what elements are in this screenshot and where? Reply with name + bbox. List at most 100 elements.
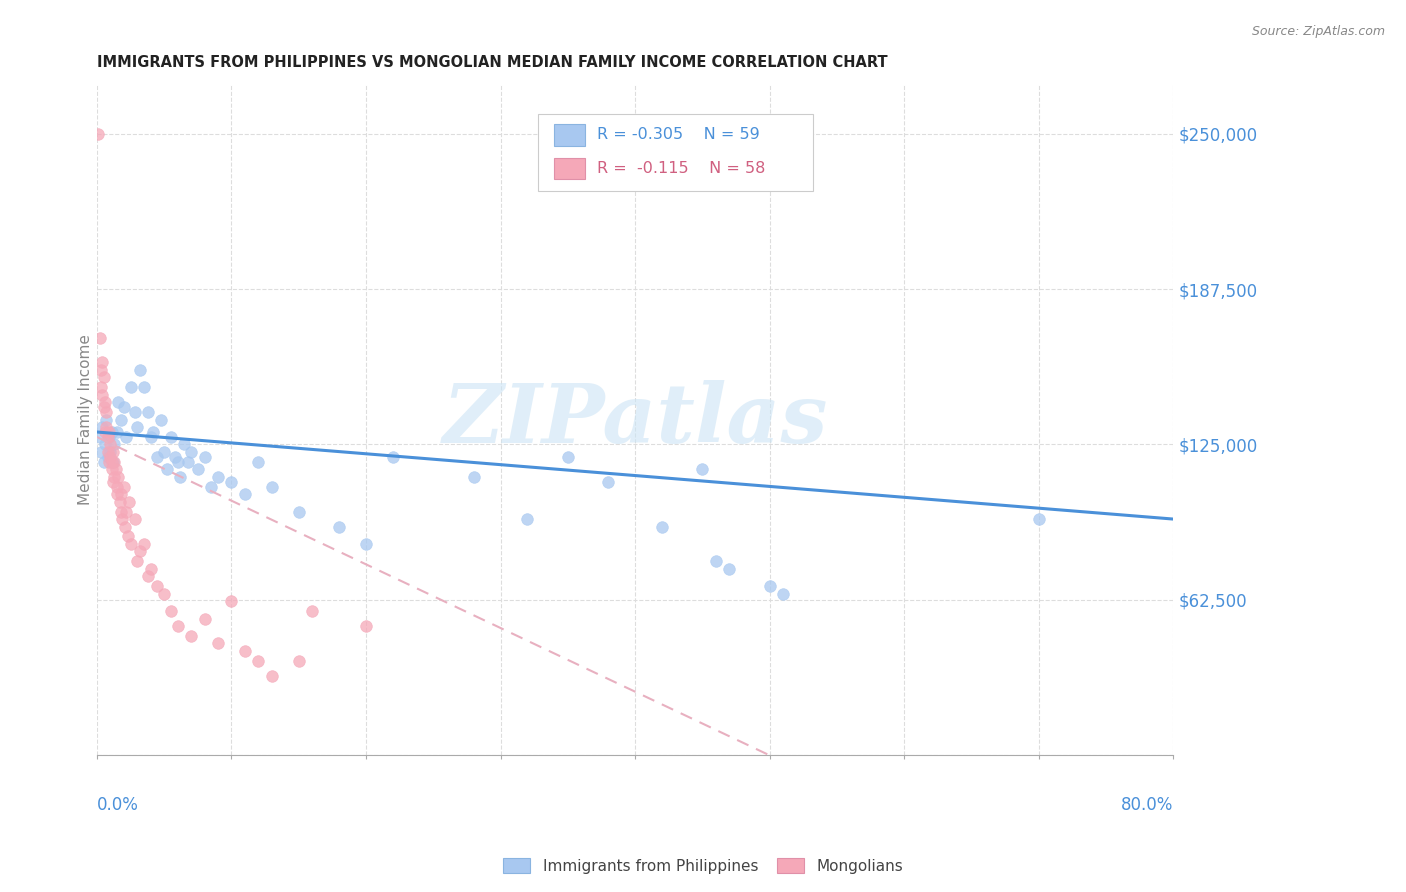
Point: [91, 355, 114, 369]
Point: [108, 494, 131, 508]
Point: [247, 455, 270, 469]
Text: R =  -0.115    N = 58: R = -0.115 N = 58: [598, 161, 766, 177]
Point: [97, 445, 120, 459]
Point: [169, 470, 191, 484]
Point: [101, 445, 124, 459]
Point: [115, 430, 138, 444]
Point: [221, 475, 243, 489]
Point: [91, 420, 114, 434]
Point: [160, 430, 183, 444]
Point: [146, 579, 169, 593]
Point: [107, 470, 129, 484]
Point: [118, 494, 141, 508]
Point: [98, 450, 121, 464]
Point: [136, 405, 159, 419]
Point: [758, 579, 780, 593]
Point: [120, 537, 142, 551]
Point: [132, 380, 155, 394]
Point: [247, 654, 270, 668]
Point: [110, 505, 132, 519]
Point: [120, 380, 142, 394]
Point: [105, 425, 128, 439]
Point: [93, 455, 115, 469]
Point: [103, 437, 125, 451]
Point: [111, 512, 134, 526]
Point: [598, 475, 620, 489]
Point: [153, 445, 176, 459]
Point: [129, 544, 152, 558]
Point: [105, 480, 128, 494]
Point: [98, 425, 121, 439]
Point: [97, 450, 120, 464]
Point: [704, 554, 727, 568]
FancyBboxPatch shape: [538, 114, 813, 191]
Point: [132, 537, 155, 551]
Point: [98, 430, 121, 444]
Point: [193, 450, 215, 464]
Point: [180, 445, 202, 459]
Point: [96, 420, 118, 434]
Point: [110, 412, 132, 426]
Point: [90, 380, 112, 394]
Point: [89, 430, 111, 444]
Point: [136, 569, 159, 583]
Point: [103, 470, 125, 484]
Point: [692, 462, 714, 476]
Y-axis label: Median Family Income: Median Family Income: [79, 334, 93, 505]
Point: [129, 363, 152, 377]
Point: [328, 519, 350, 533]
Point: [150, 412, 173, 426]
Point: [127, 554, 149, 568]
Point: [94, 437, 117, 451]
Point: [207, 636, 229, 650]
Point: [101, 475, 124, 489]
Point: [200, 480, 222, 494]
Point: [718, 562, 741, 576]
Point: [463, 470, 485, 484]
Point: [100, 425, 122, 439]
Point: [166, 455, 188, 469]
Point: [117, 529, 139, 543]
Point: [98, 455, 121, 469]
Point: [1028, 512, 1050, 526]
FancyBboxPatch shape: [554, 124, 585, 145]
Point: [110, 487, 132, 501]
Point: [112, 400, 135, 414]
Point: [233, 644, 256, 658]
Text: Source: ZipAtlas.com: Source: ZipAtlas.com: [1251, 25, 1385, 38]
Text: ZIPatlas: ZIPatlas: [443, 380, 828, 459]
Point: [124, 405, 146, 419]
Point: [115, 505, 138, 519]
Point: [166, 619, 188, 633]
Point: [557, 450, 579, 464]
Point: [94, 395, 117, 409]
Point: [354, 537, 377, 551]
Text: IMMIGRANTS FROM PHILIPPINES VS MONGOLIAN MEDIAN FAMILY INCOME CORRELATION CHART: IMMIGRANTS FROM PHILIPPINES VS MONGOLIAN…: [97, 55, 887, 70]
Legend: Immigrants from Philippines, Mongolians: Immigrants from Philippines, Mongolians: [496, 852, 910, 880]
Point: [163, 450, 186, 464]
Point: [96, 412, 118, 426]
Point: [94, 425, 117, 439]
Point: [100, 455, 122, 469]
Point: [142, 425, 165, 439]
Point: [287, 505, 309, 519]
Point: [221, 594, 243, 608]
Text: 80.0%: 80.0%: [1121, 796, 1174, 814]
Point: [87, 127, 110, 141]
Point: [146, 450, 169, 464]
Point: [139, 430, 162, 444]
Point: [93, 400, 115, 414]
Point: [354, 619, 377, 633]
Point: [516, 512, 538, 526]
Point: [287, 654, 309, 668]
Point: [160, 604, 183, 618]
Point: [90, 363, 112, 377]
Point: [107, 395, 129, 409]
FancyBboxPatch shape: [554, 158, 585, 179]
Point: [193, 611, 215, 625]
Point: [260, 480, 283, 494]
Point: [651, 519, 673, 533]
Text: R = -0.305    N = 59: R = -0.305 N = 59: [598, 128, 761, 143]
Point: [101, 455, 124, 469]
Point: [772, 587, 794, 601]
